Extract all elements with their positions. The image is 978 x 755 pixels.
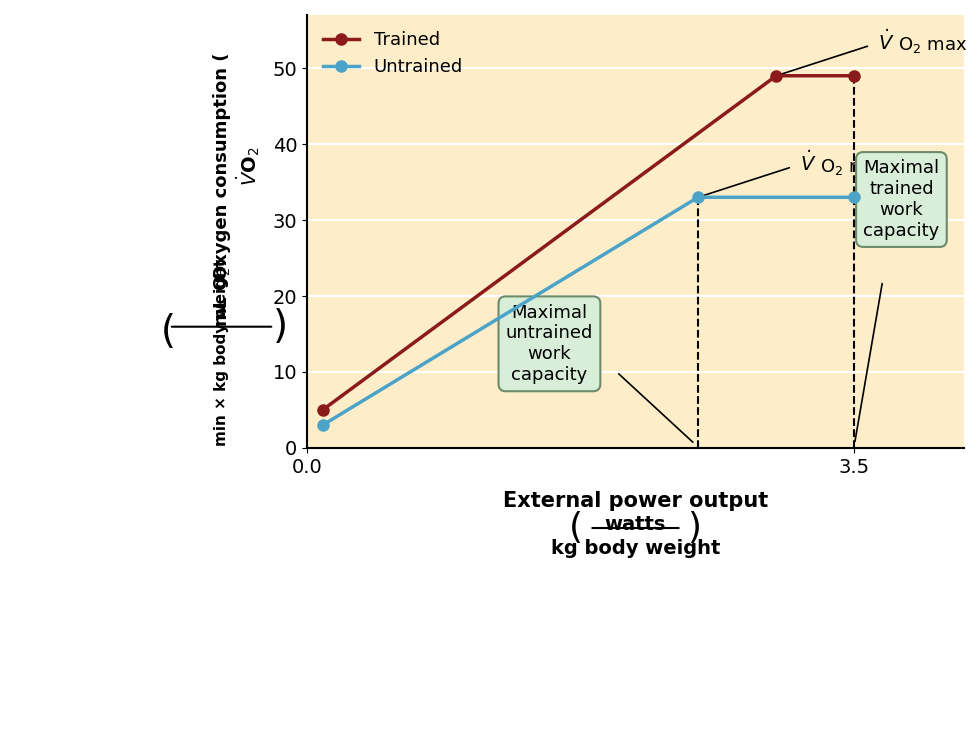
Text: watts: watts <box>604 515 665 534</box>
Text: Oxygen consumption (: Oxygen consumption ( <box>212 53 230 280</box>
Trained <box>317 405 329 414</box>
Trained <box>848 71 860 80</box>
Text: Maximal
trained
work
capacity: Maximal trained work capacity <box>863 159 939 239</box>
Untrained <box>848 193 860 202</box>
Trained <box>770 71 781 80</box>
Text: ): ) <box>273 308 288 346</box>
Text: kg body weight: kg body weight <box>551 539 720 558</box>
Text: min × kg body weight: min × kg body weight <box>214 259 229 446</box>
Text: $\dot{V}$O$_2$: $\dot{V}$O$_2$ <box>234 146 261 186</box>
Text: Maximal
untrained
work
capacity: Maximal untrained work capacity <box>506 304 593 384</box>
Text: mL O$_2$: mL O$_2$ <box>211 266 232 327</box>
Untrained <box>691 193 703 202</box>
Text: O$_{2}$ max: O$_{2}$ max <box>820 157 888 177</box>
Text: O$_{2}$ max: O$_{2}$ max <box>898 35 966 55</box>
Text: ): ) <box>155 308 170 346</box>
Text: ): ) <box>687 511 701 545</box>
Legend: Trained, Untrained: Trained, Untrained <box>316 24 469 84</box>
Untrained <box>317 421 329 430</box>
Text: $\dot{V}$: $\dot{V}$ <box>799 151 816 175</box>
Line: Untrained: Untrained <box>317 192 859 430</box>
Line: Trained: Trained <box>317 70 859 415</box>
Text: External power output: External power output <box>503 492 768 511</box>
Text: (: ( <box>568 511 583 545</box>
Text: $\dot{V}$: $\dot{V}$ <box>877 29 894 54</box>
